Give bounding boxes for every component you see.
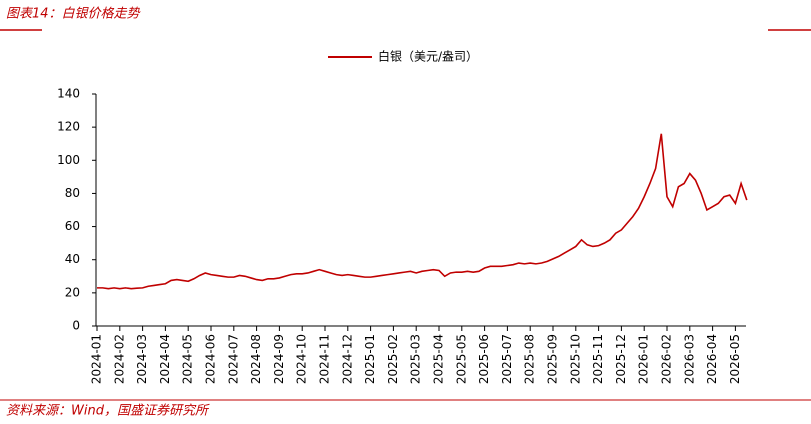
y-tick-label: 0 (72, 319, 80, 333)
x-tick-label: 2024-11 (318, 334, 332, 384)
x-tick-label: 2024-09 (272, 334, 286, 384)
x-tick-label: 2026-05 (728, 334, 742, 384)
y-tick-label: 120 (57, 120, 80, 134)
x-tick-label: 2026-03 (682, 334, 696, 384)
x-tick-label: 2024-01 (90, 334, 104, 384)
x-tick-label: 2025-09 (546, 334, 560, 384)
x-tick-label: 2025-04 (432, 334, 446, 384)
x-tick-label: 2026-02 (660, 334, 674, 384)
x-tick-label: 2025-01 (363, 334, 377, 384)
x-tick-label: 2024-12 (340, 334, 354, 384)
x-tick-label: 2025-02 (386, 334, 400, 384)
x-tick-label: 2025-11 (591, 334, 605, 384)
x-tick-label: 2025-12 (614, 334, 628, 384)
x-tick-label: 2025-05 (454, 334, 468, 384)
x-tick-label: 2024-07 (226, 334, 240, 384)
series-line (97, 133, 748, 290)
y-tick-label: 140 (57, 87, 80, 101)
x-tick-label: 2024-02 (112, 334, 126, 384)
x-tick-label: 2026-04 (705, 334, 719, 384)
x-tick-label: 2025-06 (477, 334, 491, 384)
x-tick-label: 2025-07 (500, 334, 514, 384)
source-note: 资料来源：Wind，国盛证券研究所 (6, 403, 210, 419)
y-tick-label: 40 (65, 252, 80, 266)
y-tick-label: 100 (57, 153, 80, 167)
x-tick-label: 2024-10 (295, 334, 309, 384)
legend-label: 白银（美元/盎司） (378, 49, 478, 64)
x-tick-label: 2024-05 (181, 334, 195, 384)
x-tick-label: 2024-03 (135, 334, 149, 384)
x-tick-label: 2025-03 (409, 334, 423, 384)
y-tick-label: 20 (65, 285, 80, 299)
x-tick-label: 2025-08 (523, 334, 537, 384)
x-tick-label: 2026-01 (637, 334, 651, 384)
x-tick-label: 2024-08 (249, 334, 263, 384)
y-tick-label: 60 (65, 219, 80, 233)
x-tick-label: 2024-06 (204, 334, 218, 384)
y-tick-label: 80 (65, 186, 80, 200)
x-tick-label: 2025-10 (568, 334, 582, 384)
chart-title: 图表14：白银价格走势 (6, 7, 142, 22)
x-tick-label: 2024-04 (158, 334, 172, 384)
